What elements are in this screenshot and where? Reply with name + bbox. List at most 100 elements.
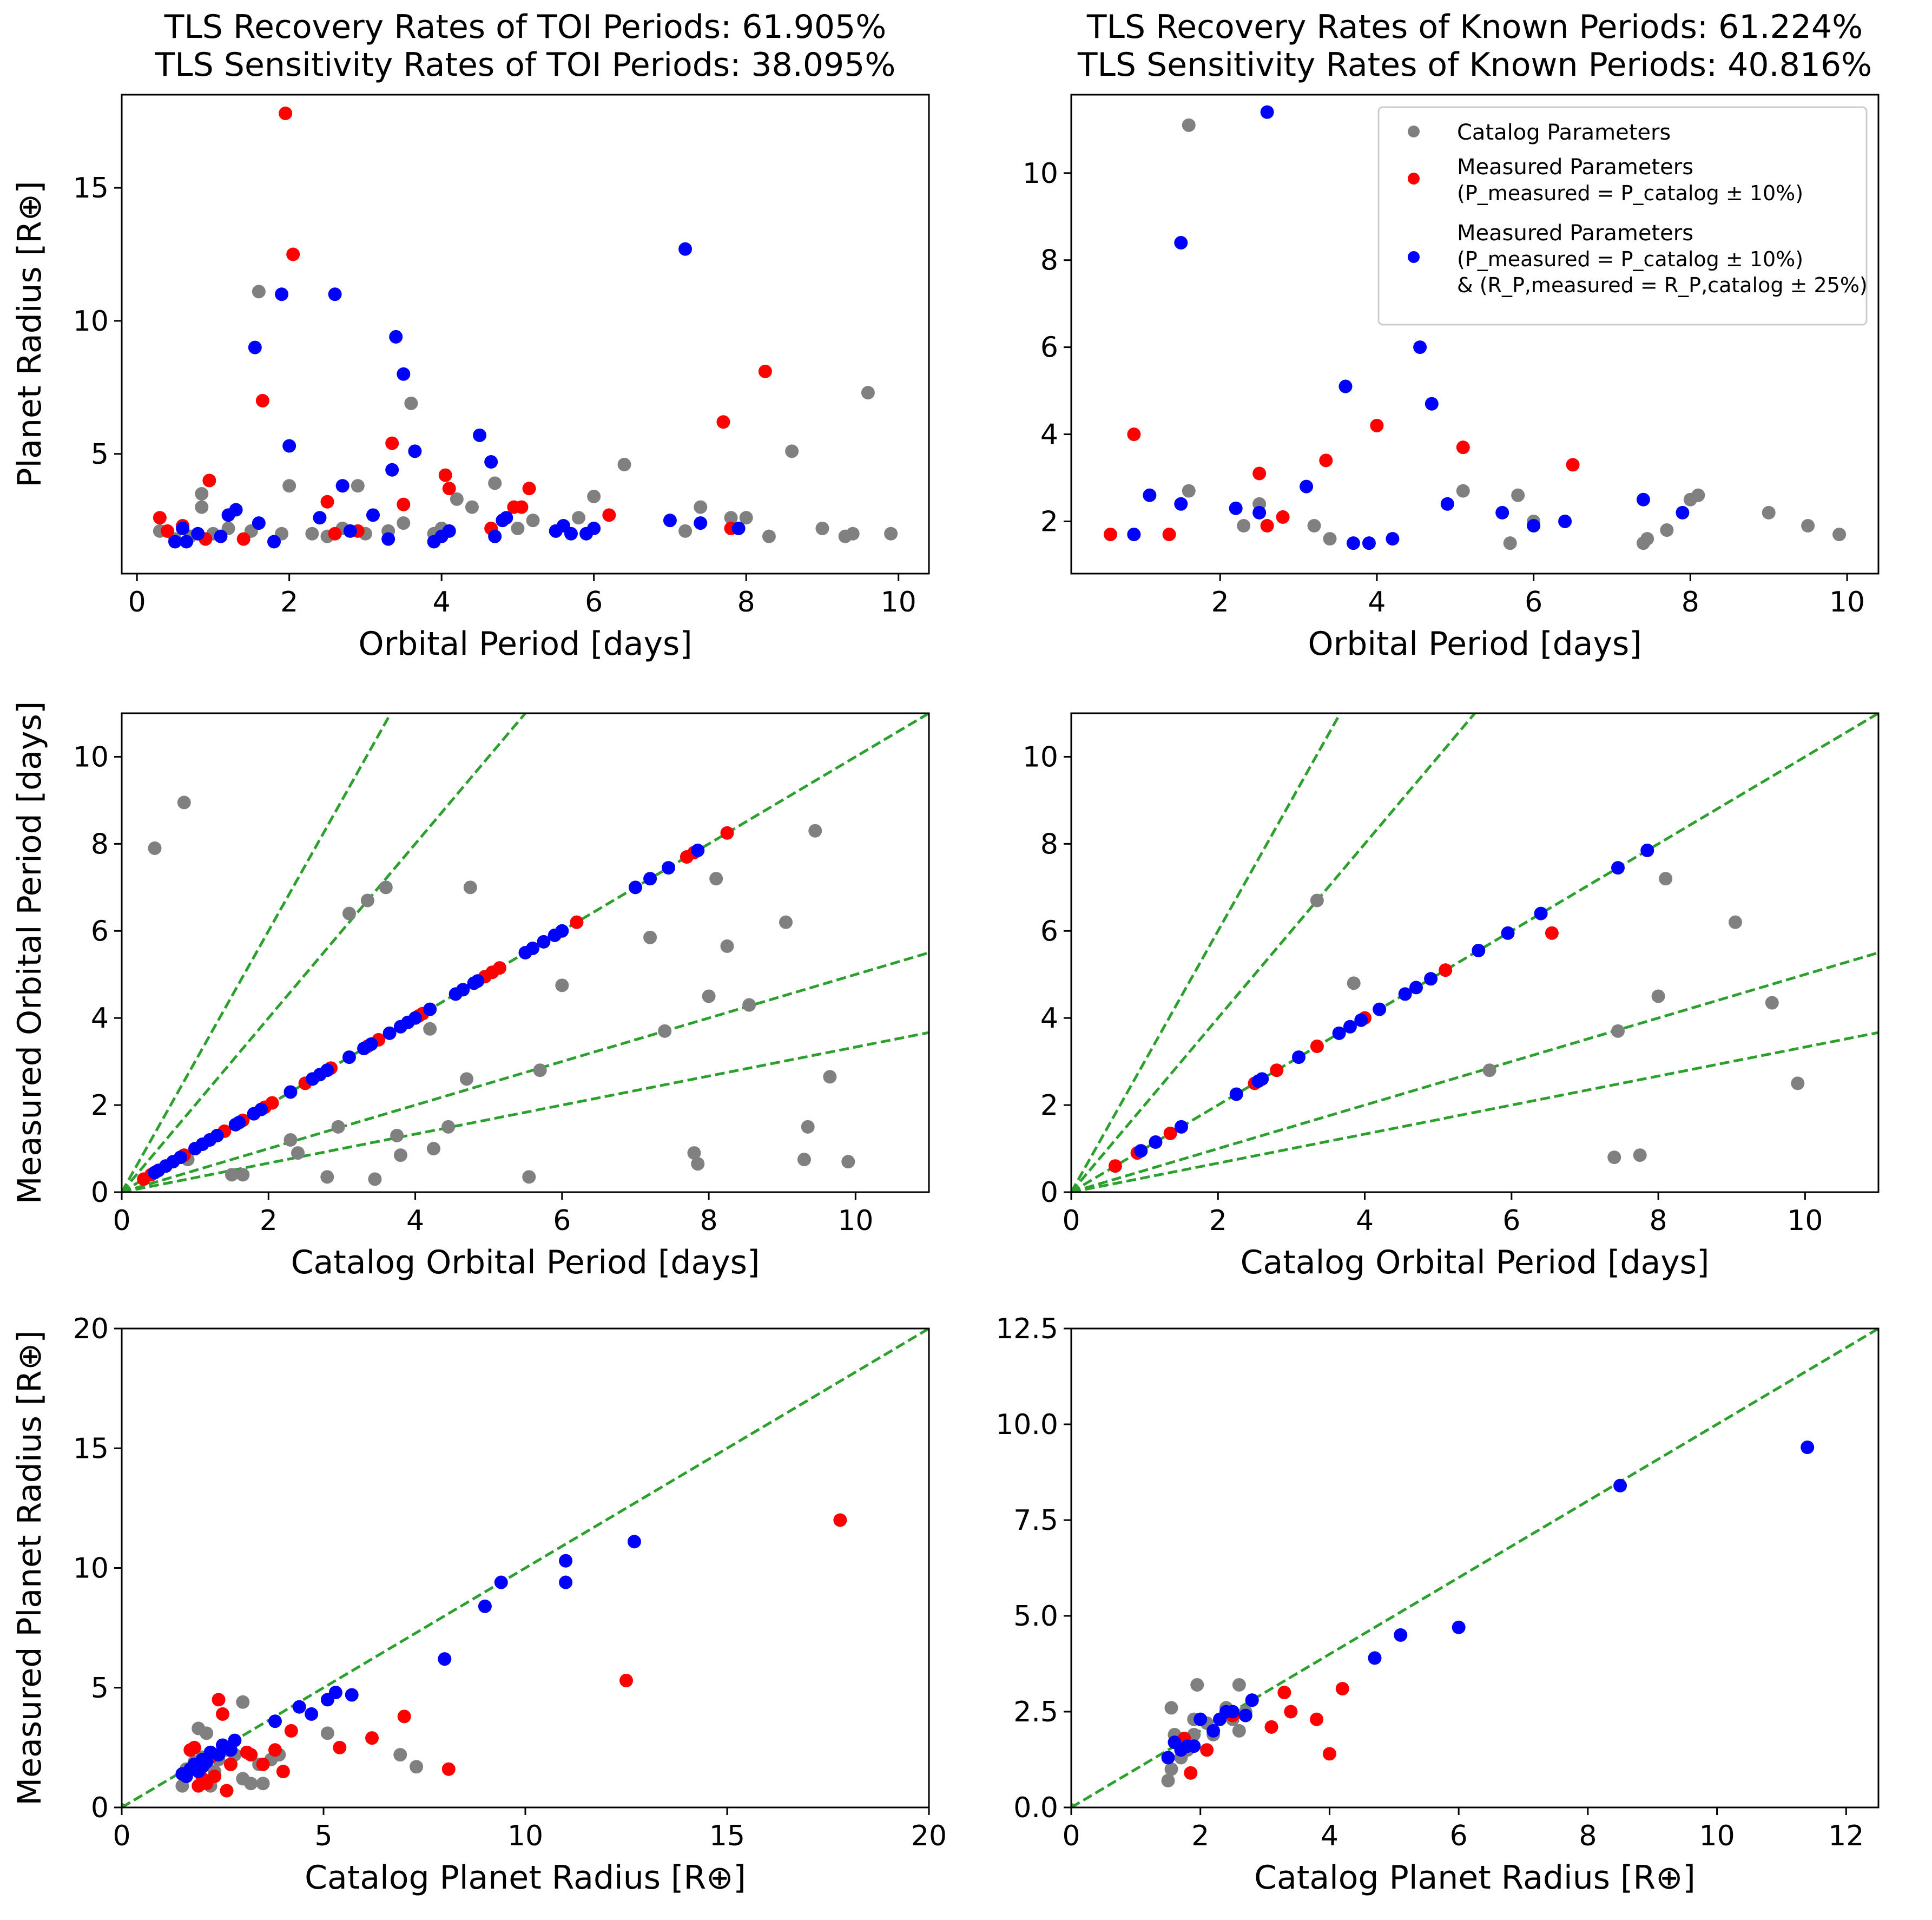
measured-radius-point <box>559 1554 573 1568</box>
measured-point <box>1370 418 1384 432</box>
x-axis-label: Catalog Planet Radius [R⊕] <box>1254 1859 1696 1897</box>
y-tick-label: 10 <box>1023 157 1058 190</box>
catalog-point <box>283 1133 298 1147</box>
legend-label: (P_measured = P_catalog ± 10%) <box>1457 181 1803 205</box>
measured-radius-point <box>1161 1751 1175 1765</box>
x-axis-label: Catalog Orbital Period [days] <box>1241 1244 1710 1281</box>
catalog-point <box>643 930 657 944</box>
measured-radius-point <box>283 1085 298 1099</box>
measured-radius-point <box>343 524 357 538</box>
catalog-point <box>1164 1701 1178 1715</box>
catalog-point <box>1633 1148 1647 1162</box>
measured-radius-point <box>408 1011 423 1025</box>
catalog-point <box>1801 519 1815 532</box>
catalog-point <box>404 396 418 410</box>
catalog-point <box>1660 523 1674 537</box>
measured-radius-point <box>1225 1705 1239 1719</box>
measured-point <box>255 393 269 407</box>
x-tick-label: 0 <box>113 1820 130 1852</box>
catalog-point <box>1190 1678 1204 1692</box>
measured-radius-point <box>383 1026 397 1040</box>
measured-radius-point <box>627 1535 641 1549</box>
measured-radius-point <box>232 1115 246 1129</box>
measured-point <box>265 1096 279 1110</box>
x-tick-label: 10 <box>1829 586 1865 619</box>
measured-point <box>328 527 342 541</box>
measured-radius-point <box>1343 1020 1357 1034</box>
measured-point <box>268 1743 282 1757</box>
measured-radius-point <box>1143 488 1157 502</box>
catalog-point <box>368 1172 382 1186</box>
measured-point <box>1439 963 1453 977</box>
catalog-point <box>658 1024 672 1038</box>
measured-point <box>716 415 730 429</box>
measured-point <box>244 1748 258 1762</box>
y-tick-label: 8 <box>1040 828 1058 860</box>
measured-radius-point <box>1425 397 1439 411</box>
measured-radius-point <box>1362 536 1376 550</box>
measured-point <box>758 364 772 378</box>
catalog-point <box>1691 488 1705 502</box>
catalog-point <box>1482 1063 1496 1077</box>
measured-radius-point <box>1194 1712 1208 1726</box>
measured-radius-point <box>643 872 657 886</box>
measured-radius-point <box>1368 1651 1382 1665</box>
catalog-point <box>572 511 586 525</box>
y-tick-label: 7.5 <box>1013 1504 1058 1537</box>
y-tick-label: 6 <box>1040 915 1058 948</box>
x-tick-label: 10 <box>881 586 916 619</box>
y-tick-label: 0 <box>91 1176 109 1209</box>
measured-radius-point <box>473 428 487 442</box>
legend-label: Measured Parameters <box>1457 155 1693 180</box>
measured-radius-point <box>1398 987 1412 1001</box>
catalog-point <box>393 1148 407 1162</box>
measured-point <box>1335 1682 1349 1696</box>
measured-point <box>833 1513 847 1527</box>
catalog-point <box>587 489 601 503</box>
measured-radius-point <box>1206 1724 1221 1738</box>
x-tick-label: 20 <box>911 1820 947 1852</box>
plot-frame <box>1070 712 1880 1193</box>
chart-title-line: TLS Sensitivity Rates of Known Periods: … <box>1077 46 1872 84</box>
catalog-point <box>808 824 822 838</box>
measured-radius-point <box>678 242 693 256</box>
x-axis-label: Catalog Orbital Period [days] <box>291 1244 760 1281</box>
catalog-point <box>801 1120 815 1134</box>
catalog-point <box>1307 519 1321 532</box>
x-tick-label: 6 <box>1502 1205 1520 1237</box>
measured-point <box>1322 1747 1336 1761</box>
catalog-point <box>762 529 776 543</box>
y-tick-label: 10 <box>73 305 109 338</box>
catalog-point <box>320 1726 334 1740</box>
measured-radius-point <box>1300 479 1314 494</box>
x-tick-label: 6 <box>1525 586 1542 619</box>
legend-marker <box>1408 126 1420 137</box>
measured-point <box>320 495 334 509</box>
catalog-point <box>410 1760 424 1774</box>
measured-radius-point <box>1495 505 1509 520</box>
x-tick-label: 10 <box>1699 1820 1735 1852</box>
x-tick-label: 2 <box>1209 1205 1227 1237</box>
measured-radius-point <box>176 521 190 535</box>
measured-radius-point <box>1676 505 1690 520</box>
measured-radius-point <box>1127 528 1141 542</box>
measured-radius-point <box>1527 519 1541 532</box>
catalog-point <box>1161 1773 1175 1787</box>
catalog-point <box>709 872 723 886</box>
y-axis-label: Measured Orbital Period [days] <box>11 701 49 1204</box>
measured-radius-point <box>1149 1135 1163 1149</box>
y-tick-label: 12.5 <box>995 1313 1058 1345</box>
x-tick-label: 0 <box>1062 1820 1080 1852</box>
measured-radius-point <box>381 532 395 546</box>
measured-radius-point <box>168 535 182 549</box>
catalog-point <box>441 1120 456 1134</box>
catalog-point <box>488 476 502 490</box>
measured-radius-point <box>1255 1072 1269 1086</box>
y-tick-label: 5.0 <box>1013 1600 1058 1633</box>
y-tick-label: 8 <box>1040 245 1058 277</box>
measured-radius-point <box>1636 492 1650 507</box>
y-tick-label: 8 <box>91 828 109 860</box>
catalog-point <box>236 1695 250 1709</box>
measured-point <box>160 524 174 538</box>
x-tick-label: 4 <box>1368 586 1386 619</box>
